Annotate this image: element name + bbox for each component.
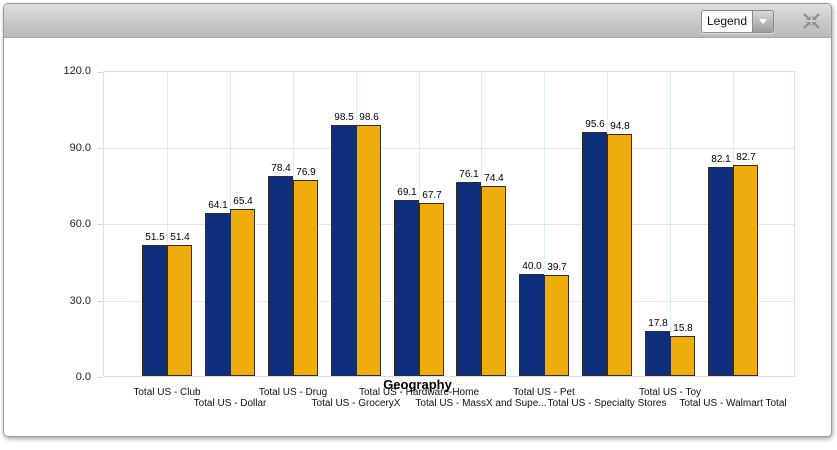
y-tick-mark (97, 377, 103, 378)
bar-value-label: 98.6 (359, 112, 379, 123)
x-axis-category-label: Total US - GroceryX (311, 398, 401, 409)
bar-navy[interactable] (456, 182, 481, 376)
v-gridline (670, 72, 671, 376)
chevron-down-icon (759, 19, 767, 24)
bar-navy[interactable] (582, 132, 607, 376)
bar-value-label: 69.1 (397, 187, 417, 198)
legend-dropdown-value: Legend (706, 14, 748, 28)
y-axis-tick-label: 90.0 (69, 141, 91, 154)
h-gridline (104, 147, 794, 149)
y-tick-mark (97, 72, 103, 73)
dropdown-arrow-button[interactable] (752, 11, 773, 32)
x-axis-category-label: Total US - Club (133, 387, 201, 398)
bar-value-label: 94.8 (610, 121, 630, 132)
bar-gold[interactable] (356, 125, 381, 376)
bar-navy[interactable] (645, 331, 670, 376)
bar-gold[interactable] (167, 245, 192, 376)
bar-value-label: 74.4 (484, 173, 504, 184)
bar-value-label: 64.1 (208, 200, 228, 211)
bar-navy[interactable] (205, 213, 230, 376)
y-axis-tick-label: 60.0 (69, 218, 91, 230)
y-tick-mark (97, 224, 103, 225)
bar-value-label: 65.4 (233, 196, 253, 207)
bar-value-label: 67.7 (422, 190, 442, 201)
x-axis-category-label: Total US - Hardware-Home (358, 387, 480, 398)
x-axis-category-label: Total US - Dollar (193, 398, 267, 409)
widget-toolbar: Legend (4, 4, 831, 38)
bar-value-label: 82.7 (736, 152, 756, 163)
bar-value-label: 95.6 (585, 119, 605, 130)
bar-value-label: 17.8 (648, 318, 668, 329)
x-axis-title: Geography (383, 377, 452, 392)
h-gridline (104, 224, 794, 225)
legend-dropdown[interactable]: Legend (701, 10, 774, 33)
collapse-fit-icon[interactable] (802, 13, 821, 29)
y-tick-mark (97, 300, 103, 302)
v-gridline (167, 72, 168, 376)
bar-gold[interactable] (733, 165, 758, 376)
y-axis-tick-label: 30.0 (69, 294, 91, 307)
bar-gold[interactable] (230, 209, 255, 376)
bar-navy[interactable] (142, 245, 167, 376)
bar-gold[interactable] (293, 180, 318, 376)
y-tick-mark (97, 147, 103, 149)
bar-navy[interactable] (394, 200, 419, 376)
y-axis-tick-label: 120.0 (63, 65, 91, 77)
bar-gold[interactable] (670, 336, 695, 376)
bar-value-label: 98.5 (334, 112, 354, 123)
x-axis-category-label: Total US - MassX and Supe... (415, 398, 547, 409)
bar-value-label: 76.1 (459, 169, 479, 180)
x-axis-category-label: Total US - Pet (513, 387, 575, 398)
bar-value-label: 82.1 (711, 154, 731, 165)
bar-value-label: 51.5 (145, 232, 165, 243)
x-axis-category-label: Total US - Toy (638, 387, 702, 398)
bar-value-label: 39.7 (547, 262, 567, 273)
plot-area: 0.0 30.0 60.0 90.0 120.0 51.5 51.4 Total US - C… (63, 65, 795, 409)
y-axis-tick-label: 0.0 (75, 371, 91, 383)
bar-value-label: 78.4 (271, 163, 291, 174)
x-axis-category-label: Total US - Walmart Total (679, 398, 787, 409)
bar-navy[interactable] (268, 176, 293, 376)
bar-value-label: 76.9 (296, 167, 316, 178)
bar-value-label: 51.4 (170, 232, 190, 243)
bar-gold[interactable] (607, 134, 632, 376)
bar-value-label: 40.0 (522, 261, 542, 272)
bar-gold[interactable] (481, 186, 506, 376)
bar-navy[interactable] (708, 167, 733, 376)
bar-value-label: 15.8 (673, 323, 693, 334)
bar-gold[interactable] (544, 275, 569, 376)
chart-widget-panel: Legend 0.0 30.0 60.0 90.0 120.0 51.5 51.4 Total… (3, 3, 832, 437)
bar-navy[interactable] (519, 274, 544, 376)
bar-gold[interactable] (419, 203, 444, 376)
bar-navy[interactable] (331, 125, 356, 376)
h-gridline (104, 300, 794, 302)
chart-area: 0.0 30.0 60.0 90.0 120.0 51.5 51.4 Total US - C… (4, 38, 831, 436)
x-axis-category-label: Total US - Drug (258, 387, 328, 398)
x-axis-category-label: Total US - Specialty Stores (547, 398, 667, 409)
v-gridline (544, 72, 545, 376)
